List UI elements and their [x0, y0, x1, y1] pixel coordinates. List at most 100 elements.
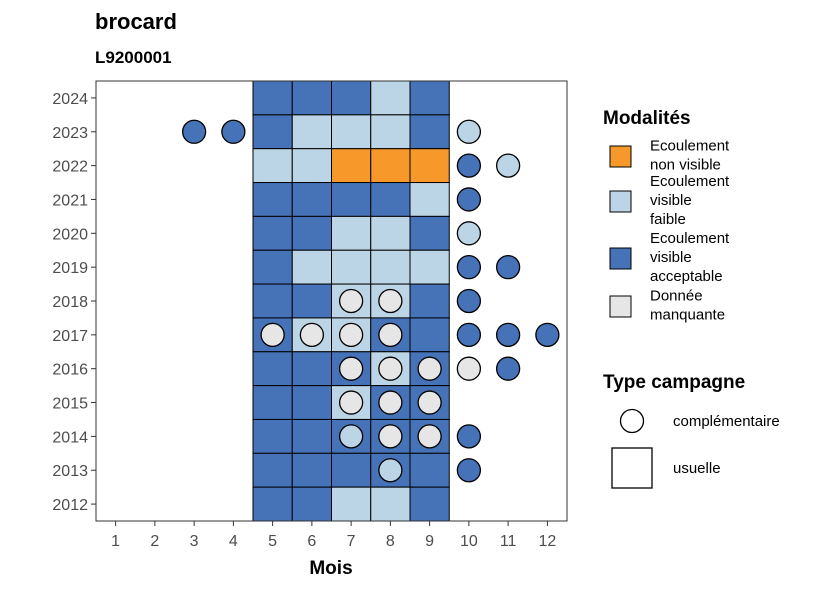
cell-2012-6 [291, 486, 332, 522]
point-2013-8 [378, 458, 403, 483]
y-tick-label-2015: 2015 [52, 396, 88, 413]
x-axis-label: Mois [309, 558, 352, 579]
y-tick-label-2019: 2019 [52, 260, 88, 277]
point-2022-10 [456, 153, 482, 178]
legend-key-nv [609, 145, 632, 168]
cell-2013-9 [409, 452, 450, 488]
point-2018-7 [338, 288, 364, 314]
cell-2019-8 [370, 249, 411, 285]
cell-2024-7 [331, 80, 372, 116]
y-tick-label-2024: 2024 [52, 91, 88, 108]
cell-2021-8 [370, 182, 411, 217]
x-tick-label-2: 2 [150, 533, 159, 550]
point-2017-11 [495, 322, 521, 347]
cell-2021-9 [409, 182, 450, 217]
x-tick-label-6: 6 [307, 533, 316, 550]
legend-type-label-circle: complémentaire [673, 413, 780, 430]
cell-2018-9 [409, 283, 450, 319]
x-tick-label-5: 5 [268, 533, 277, 550]
point-2016-9 [417, 356, 442, 381]
x-tick-label-7: 7 [347, 533, 356, 550]
cell-2024-9 [409, 80, 450, 116]
legend-key-circle [619, 408, 645, 434]
point-2015-7 [338, 390, 364, 415]
y-tick-label-2023: 2023 [52, 125, 88, 142]
legend-type-title: Type campagne [603, 372, 745, 393]
point-2016-11 [495, 356, 521, 381]
point-2017-6 [299, 322, 325, 347]
point-2016-7 [338, 356, 364, 381]
point-2016-10 [456, 356, 482, 381]
legend-key-dm [609, 295, 632, 318]
cell-2024-6 [291, 80, 332, 116]
point-2018-8 [378, 288, 403, 314]
cell-2024-5 [252, 80, 293, 116]
y-tick-label-2012: 2012 [52, 497, 88, 514]
y-tick-label-2016: 2016 [52, 362, 88, 379]
point-2021-10 [456, 187, 482, 212]
point-2016-8 [378, 356, 403, 381]
cell-2019-6 [291, 249, 332, 285]
legend-label-dm-line1: Donnée [650, 288, 703, 305]
legend-key-vf [609, 190, 632, 213]
cell-2019-7 [331, 249, 372, 285]
cell-2022-5 [252, 148, 293, 184]
y-tick-label-2021: 2021 [52, 192, 88, 209]
cell-2023-7 [331, 114, 372, 150]
y-tick-label-2022: 2022 [52, 159, 88, 176]
y-tick-label-2014: 2014 [52, 429, 88, 446]
chart-subtitle: L9200001 [95, 48, 172, 67]
cell-2021-6 [291, 182, 332, 217]
point-2017-12 [535, 322, 560, 347]
point-2015-8 [378, 390, 403, 415]
cell-2023-9 [409, 114, 450, 150]
cell-2020-6 [291, 215, 332, 251]
cell-2013-6 [291, 452, 332, 488]
cell-2015-6 [291, 385, 332, 420]
cell-2023-8 [370, 114, 411, 150]
point-2015-9 [417, 390, 442, 415]
y-tick-label-2018: 2018 [52, 294, 88, 311]
cell-2020-7 [331, 215, 372, 251]
cell-2012-9 [409, 486, 450, 522]
chart-title: brocard [95, 9, 177, 34]
legend-label-vf-line3: faible [650, 211, 686, 228]
legend-modalites-title: Modalités [603, 108, 691, 129]
cell-2012-5 [252, 486, 293, 522]
cell-2018-6 [291, 283, 332, 319]
cell-2017-9 [409, 317, 450, 353]
point-2014-9 [417, 424, 442, 449]
cell-2024-8 [370, 80, 411, 116]
x-tick-label-10: 10 [460, 533, 478, 550]
x-tick-label-8: 8 [386, 533, 395, 550]
cell-2014-6 [291, 418, 332, 454]
point-2023-3 [181, 119, 207, 144]
legend-label-vf-line1: Ecoulement [650, 173, 730, 190]
point-2014-7 [338, 424, 364, 449]
legend-label-vf-line2: visible [650, 192, 692, 209]
point-2017-10 [456, 322, 482, 347]
cell-2012-8 [370, 486, 411, 522]
cell-2014-5 [252, 418, 293, 454]
cell-2019-9 [409, 249, 450, 285]
cell-2022-8 [370, 148, 411, 184]
legend-label-va-line3: acceptable [650, 268, 723, 285]
complementaire-points [181, 119, 560, 483]
cell-2015-5 [252, 385, 293, 420]
cell-2022-7 [331, 148, 372, 184]
point-2017-8 [378, 322, 403, 347]
cell-2022-9 [409, 148, 450, 184]
cell-2018-5 [252, 283, 293, 319]
point-2014-8 [378, 424, 403, 449]
cell-2012-7 [331, 486, 372, 522]
y-tick-label-2017: 2017 [52, 328, 88, 345]
cell-2021-7 [331, 182, 372, 217]
point-2019-10 [456, 255, 482, 280]
y-tick-label-2020: 2020 [52, 226, 88, 243]
x-tick-label-1: 1 [111, 533, 120, 550]
point-2013-10 [456, 458, 482, 483]
cell-2021-5 [252, 182, 293, 217]
x-tick-label-12: 12 [538, 533, 556, 550]
